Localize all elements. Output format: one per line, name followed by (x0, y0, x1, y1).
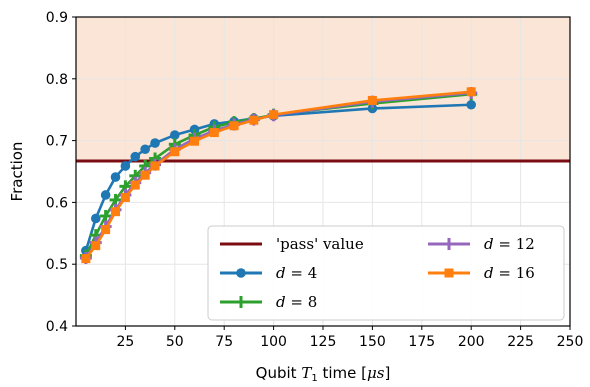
data-point (81, 254, 91, 264)
legend-marker (443, 238, 455, 250)
data-point (170, 147, 180, 157)
legend-entry: d = 8 (220, 293, 317, 311)
legend: 'pass' value d = 4 d = 8 d = 12 d = 16 (207, 225, 565, 321)
data-point (99, 209, 112, 222)
x-tick-label: 250 (557, 334, 584, 350)
data-point (120, 192, 130, 202)
legend-marker (235, 296, 247, 308)
data-point (190, 136, 200, 146)
data-point (91, 241, 101, 251)
data-point (140, 144, 150, 155)
y-axis-label: Fraction (8, 142, 26, 202)
data-point (209, 128, 219, 138)
series-layer (76, 87, 570, 265)
legend-label: d = 8 (276, 293, 317, 311)
y-tick-label: 0.7 (46, 134, 68, 150)
legend-entry: d = 4 (220, 264, 317, 282)
y-tick-label: 0.4 (46, 319, 68, 335)
legend-label: 'pass' value (276, 235, 364, 253)
legend-label: d = 4 (276, 264, 317, 282)
x-tick-label: 100 (260, 334, 287, 350)
data-point (101, 225, 111, 235)
legend-marker (444, 268, 454, 278)
axes: 25 50 75 100 125 150 175 200 225 250 0.4 0.5 0.6 0.7 0… (8, 10, 583, 384)
x-tick-label: 150 (359, 334, 386, 350)
data-point (130, 151, 141, 162)
data-point (140, 170, 150, 180)
x-axis-label: Qubit T1 time [μs] (256, 364, 391, 384)
y-tick-label: 0.5 (46, 257, 68, 273)
data-point (466, 87, 476, 97)
data-point (466, 99, 477, 110)
data-point (229, 121, 239, 131)
data-point (150, 138, 160, 148)
data-point (150, 161, 160, 171)
data-point (269, 110, 279, 120)
x-tick-label: 25 (116, 334, 134, 350)
data-point (100, 190, 111, 200)
data-point (120, 161, 131, 171)
legend-label: d = 16 (484, 264, 535, 282)
y-tick-label: 0.8 (46, 72, 68, 88)
data-point (170, 130, 180, 140)
legend-entry: 'pass' value (220, 235, 364, 253)
data-point (249, 115, 259, 125)
legend-box (207, 225, 565, 321)
legend-marker (236, 268, 246, 278)
data-point (130, 180, 140, 190)
data-point (367, 95, 377, 105)
legend-label: d = 12 (484, 235, 535, 253)
data-point (111, 207, 121, 217)
x-tick-label: 125 (310, 334, 337, 350)
y-tick-label: 0.9 (46, 10, 68, 26)
series-line (84, 90, 472, 260)
legend-entry: d = 16 (428, 264, 535, 282)
x-tick-label: 225 (507, 334, 534, 350)
x-tick-label: 50 (166, 334, 184, 350)
data-point (90, 213, 101, 224)
x-tick-label: 175 (408, 334, 435, 350)
legend-entry: d = 12 (428, 235, 535, 253)
y-tick-label: 0.6 (46, 195, 68, 211)
x-tick-label: 75 (215, 334, 233, 350)
data-point (110, 172, 121, 182)
series-3 (81, 87, 476, 264)
x-tick-label: 200 (458, 334, 485, 350)
